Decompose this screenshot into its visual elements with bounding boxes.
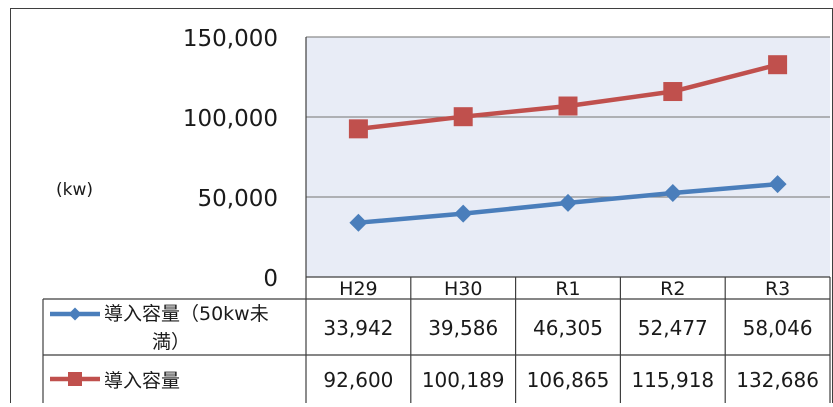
data-point-marker xyxy=(558,96,578,116)
table-cell-value: 46,305 xyxy=(533,316,603,340)
legend-key-marker xyxy=(68,307,82,321)
y-tick-label: 150,000 xyxy=(183,26,278,52)
data-point-marker xyxy=(768,175,787,194)
table-cell-value: 100,189 xyxy=(422,368,505,392)
legend-series-name: 導入容量（50kw未 xyxy=(104,303,269,325)
y-tick-label: 0 xyxy=(263,266,278,292)
table-cell-value: 132,686 xyxy=(736,368,819,392)
x-tick-label: R2 xyxy=(660,278,685,300)
table-cell-value: 33,942 xyxy=(323,316,393,340)
data-point-marker xyxy=(663,82,683,102)
plot-area xyxy=(306,37,830,277)
y-tick-label: 50,000 xyxy=(198,186,278,212)
x-tick-label: H30 xyxy=(444,278,482,300)
data-point-marker xyxy=(454,204,473,223)
data-point-marker xyxy=(768,55,788,75)
data-point-marker xyxy=(453,107,473,127)
table-cell-value: 106,865 xyxy=(527,368,610,392)
y-tick-label: 100,000 xyxy=(183,106,278,132)
data-point-marker xyxy=(348,119,368,139)
table-cell-value: 52,477 xyxy=(638,316,708,340)
legend-key-marker xyxy=(68,372,82,386)
legend-series-name: 導入容量 xyxy=(104,370,180,392)
x-tick-label: R1 xyxy=(555,278,580,300)
table-cell-value: 115,918 xyxy=(631,368,714,392)
table-cell-value: 39,586 xyxy=(428,316,498,340)
data-point-marker xyxy=(559,193,577,212)
table-cell-value: 92,600 xyxy=(323,368,393,392)
table-cell-value: 58,046 xyxy=(743,316,813,340)
x-tick-label: R3 xyxy=(765,278,790,300)
data-point-marker xyxy=(663,184,682,203)
x-tick-label: H29 xyxy=(339,278,377,300)
y-axis-label: (kw) xyxy=(56,180,93,200)
legend-series-name: 満） xyxy=(152,331,190,353)
data-point-marker xyxy=(349,213,368,232)
